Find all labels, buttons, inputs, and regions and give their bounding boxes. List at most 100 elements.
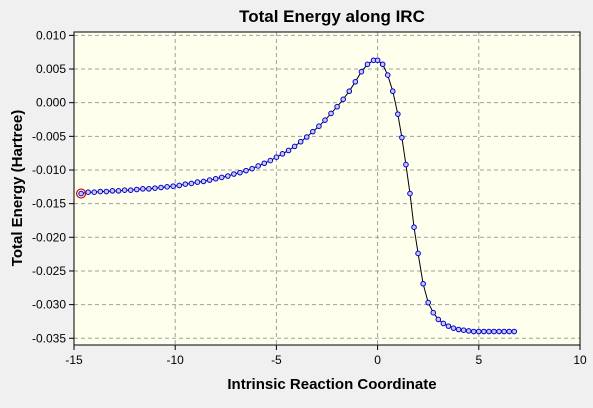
data-point bbox=[267, 157, 274, 164]
data-point bbox=[243, 167, 249, 174]
data-point bbox=[182, 181, 189, 187]
data-point bbox=[249, 165, 255, 172]
data-point bbox=[455, 326, 462, 333]
x-tick-label: -15 bbox=[65, 353, 83, 367]
data-point bbox=[78, 190, 84, 197]
data-point bbox=[379, 61, 386, 68]
data-point bbox=[481, 328, 487, 335]
data-point bbox=[103, 188, 110, 195]
data-point bbox=[420, 280, 426, 287]
data-point bbox=[188, 180, 195, 187]
current-point-marker bbox=[75, 188, 87, 199]
data-point bbox=[194, 179, 201, 185]
data-point bbox=[411, 224, 417, 231]
axis-ticks: -15 -10 -5 0 5 10 0.010 0.005 0.000 -0.005 -0.010 -… bbox=[32, 28, 587, 367]
x-tick-label: 10 bbox=[573, 353, 587, 367]
data-point bbox=[218, 174, 225, 181]
y-tick-label: 0.010 bbox=[36, 28, 66, 42]
data-point bbox=[511, 328, 518, 335]
data-point bbox=[476, 328, 482, 335]
data-point bbox=[212, 175, 219, 182]
data-point bbox=[450, 325, 457, 331]
data-point bbox=[231, 171, 237, 177]
data-point bbox=[403, 161, 409, 168]
data-point bbox=[158, 184, 164, 191]
y-tick-label: -0.025 bbox=[32, 264, 66, 278]
data-point bbox=[170, 183, 176, 189]
data-point bbox=[115, 188, 122, 194]
data-point bbox=[146, 186, 152, 192]
grid-lines bbox=[74, 32, 580, 345]
data-point bbox=[465, 328, 472, 334]
x-axis-label: Intrinsic Reaction Coordinate bbox=[227, 376, 436, 393]
data-point bbox=[389, 88, 396, 95]
x-tick-label: -5 bbox=[271, 353, 282, 367]
data-point bbox=[297, 138, 304, 145]
data-point bbox=[273, 154, 280, 160]
data-point bbox=[225, 173, 231, 179]
data-point bbox=[486, 328, 492, 335]
data-point bbox=[140, 186, 146, 192]
data-point bbox=[460, 327, 467, 333]
data-point bbox=[152, 185, 158, 191]
data-point bbox=[176, 182, 183, 189]
y-tick-label: -0.005 bbox=[32, 129, 66, 143]
data-point bbox=[407, 190, 413, 197]
data-point bbox=[85, 189, 91, 196]
y-tick-label: -0.035 bbox=[32, 331, 66, 345]
data-point bbox=[91, 189, 98, 196]
data-point bbox=[303, 134, 310, 140]
y-tick-label: -0.010 bbox=[32, 163, 66, 177]
data-point bbox=[322, 117, 328, 123]
data-point bbox=[395, 111, 401, 117]
data-point bbox=[310, 128, 316, 135]
data-point bbox=[121, 187, 128, 193]
data-point bbox=[501, 328, 507, 335]
data-point bbox=[255, 163, 261, 169]
y-axis-label: Total Energy (Hartree) bbox=[9, 110, 26, 266]
data-point bbox=[164, 184, 170, 190]
data-point bbox=[328, 110, 334, 117]
chart-title: Total Energy along IRC bbox=[239, 7, 425, 26]
y-tick-label: -0.015 bbox=[32, 197, 66, 211]
data-point bbox=[279, 151, 286, 157]
data-point bbox=[358, 68, 365, 75]
data-point bbox=[435, 316, 442, 323]
data-point bbox=[470, 328, 477, 335]
y-tick-label: 0.000 bbox=[36, 96, 66, 110]
y-tick-label: -0.030 bbox=[32, 298, 66, 312]
data-point bbox=[285, 147, 292, 154]
data-point bbox=[496, 328, 502, 335]
data-point bbox=[506, 328, 512, 335]
y-tick-label: -0.020 bbox=[32, 230, 66, 244]
data-point bbox=[491, 328, 497, 335]
data-point bbox=[291, 143, 298, 150]
y-tick-label: 0.005 bbox=[36, 62, 66, 76]
plot-frame bbox=[73, 31, 581, 346]
data-point bbox=[384, 72, 391, 78]
data-point bbox=[340, 96, 346, 103]
data-point bbox=[445, 323, 452, 329]
x-tick-label: -10 bbox=[167, 353, 185, 367]
x-tick-label: 0 bbox=[374, 353, 381, 367]
data-point bbox=[261, 160, 268, 167]
data-point bbox=[364, 61, 371, 68]
data-point bbox=[374, 57, 381, 64]
data-point bbox=[127, 187, 134, 193]
data-point bbox=[440, 320, 447, 327]
data-point bbox=[430, 309, 437, 316]
data-point bbox=[425, 299, 432, 306]
data-point bbox=[415, 250, 421, 257]
data-point bbox=[399, 134, 405, 141]
series-group bbox=[75, 57, 518, 335]
data-point bbox=[352, 79, 359, 85]
data-point bbox=[109, 188, 116, 194]
data-point bbox=[316, 123, 322, 130]
data-point bbox=[346, 88, 353, 95]
data-point bbox=[133, 186, 140, 193]
data-point bbox=[237, 169, 243, 176]
data-point bbox=[334, 103, 340, 110]
x-tick-label: 5 bbox=[475, 353, 482, 367]
